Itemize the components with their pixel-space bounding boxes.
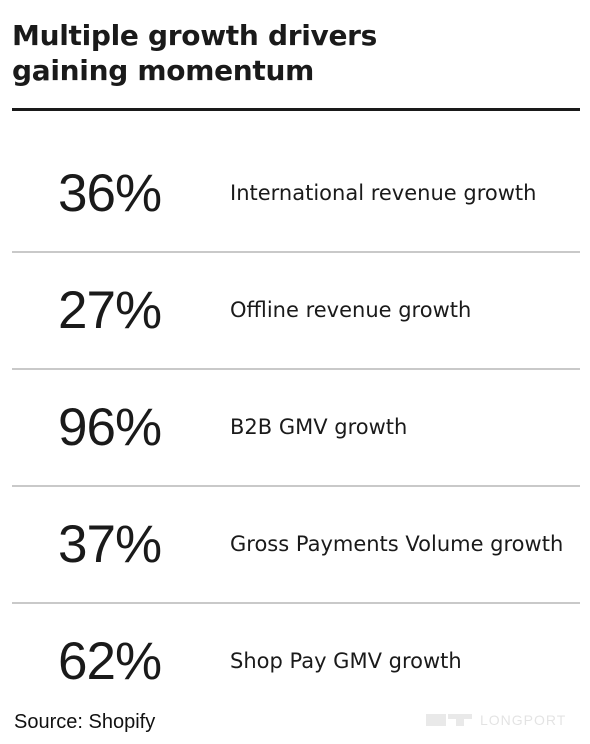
source-note: Source: Shopify [14,711,156,733]
stat-row-international: 36% International revenue growth [12,136,580,253]
row-divider [12,602,580,604]
title-line-1: Multiple growth drivers [12,19,378,52]
stat-row-gpv: 37% Gross Payments Volume growth [12,487,580,604]
page-title: Multiple growth drivers gaining momentum [12,18,572,88]
stat-label: Shop Pay GMV growth [230,649,462,673]
stat-row-b2b: 96% B2B GMV growth [12,370,580,487]
stat-value: 37% [58,515,162,574]
stat-label: International revenue growth [230,181,537,205]
watermark: LONGPORT [426,707,578,733]
stat-value: 27% [58,281,162,340]
watermark-text: LONGPORT [480,712,567,728]
stat-label: Gross Payments Volume growth [230,532,564,556]
longport-logo-icon [426,714,472,726]
stat-value: 62% [58,632,162,691]
stat-value: 36% [58,164,162,223]
row-divider [12,251,580,253]
stat-label: B2B GMV growth [230,415,408,439]
stat-value: 96% [58,398,162,457]
row-divider [12,368,580,370]
stat-row-offline: 27% Offline revenue growth [12,253,580,370]
row-divider [12,485,580,487]
stat-row-shop-pay: 62% Shop Pay GMV growth [12,604,580,721]
stat-label: Offline revenue growth [230,298,472,322]
title-line-2: gaining momentum [12,54,314,87]
title-divider [12,108,580,111]
stats-list: 36% International revenue growth 27% Off… [12,136,580,721]
